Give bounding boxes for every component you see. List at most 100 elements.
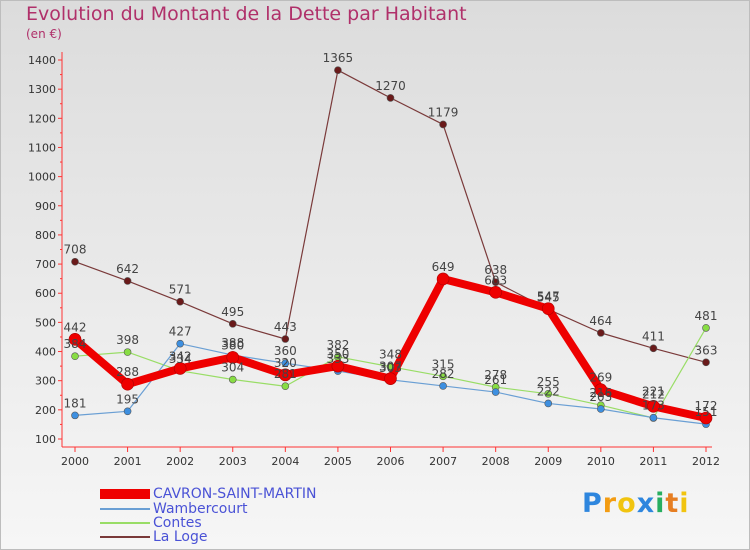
x-tick-label: 2012 bbox=[692, 455, 720, 468]
legend-label-cavron: CAVRON-SAINT-MARTIN bbox=[153, 485, 317, 502]
logo-letter: r bbox=[602, 488, 618, 519]
data-point bbox=[702, 358, 710, 367]
x-tick-label: 2011 bbox=[639, 455, 667, 468]
logo-letter: i bbox=[655, 488, 666, 519]
data-label: 638 bbox=[484, 263, 507, 277]
legend-label-contes: Contes bbox=[153, 514, 202, 531]
legend-swatch-wambercourt bbox=[100, 507, 150, 510]
data-point bbox=[436, 272, 450, 286]
data-point bbox=[439, 382, 447, 390]
data-label: 411 bbox=[642, 329, 665, 343]
data-point bbox=[173, 362, 187, 375]
data-point bbox=[439, 120, 447, 129]
data-label: 427 bbox=[169, 325, 192, 339]
data-label: 172 bbox=[695, 399, 718, 413]
x-tick-label: 2005 bbox=[324, 455, 352, 468]
y-tick-label: 600 bbox=[35, 287, 56, 300]
data-label: 360 bbox=[274, 344, 297, 358]
data-point bbox=[228, 320, 237, 328]
logo-letter: i bbox=[679, 488, 690, 519]
data-label: 281 bbox=[274, 367, 297, 381]
data-point bbox=[649, 344, 658, 353]
legend-item-la-loge: La Loge bbox=[100, 529, 207, 545]
data-label: 151 bbox=[695, 405, 718, 419]
data-point bbox=[541, 302, 555, 315]
y-tick-label: 1100 bbox=[28, 141, 56, 154]
chart-subtitle: (en €) bbox=[26, 27, 62, 41]
legend-item-contes: Contes bbox=[100, 514, 202, 531]
data-point bbox=[68, 332, 82, 346]
logo-letter: t bbox=[665, 488, 680, 519]
legend-swatch-cavron bbox=[100, 488, 150, 499]
x-tick-label: 2008 bbox=[482, 455, 510, 468]
data-label: 571 bbox=[169, 283, 192, 297]
data-label: 269 bbox=[589, 371, 612, 385]
legend-label-wambercourt: Wambercourt bbox=[153, 500, 248, 517]
data-point bbox=[386, 362, 395, 371]
data-label: 348 bbox=[379, 348, 402, 362]
data-point bbox=[491, 388, 500, 396]
data-label: 398 bbox=[116, 333, 139, 347]
data-point bbox=[281, 335, 290, 343]
legend-item-cavron: CAVRON-SAINT-MARTIN bbox=[100, 485, 317, 502]
x-tick-label: 2002 bbox=[166, 455, 194, 468]
data-label: 342 bbox=[169, 349, 192, 363]
data-label: 282 bbox=[432, 367, 455, 381]
y-tick-label: 100 bbox=[35, 433, 56, 446]
logo-letter: P bbox=[582, 488, 603, 519]
data-point bbox=[226, 351, 240, 364]
data-point bbox=[544, 390, 553, 398]
data-label: 642 bbox=[116, 262, 139, 276]
data-label: 350 bbox=[326, 347, 349, 361]
data-point bbox=[594, 383, 608, 397]
data-point bbox=[386, 94, 395, 102]
data-point bbox=[176, 297, 184, 306]
data-label: 221 bbox=[642, 385, 665, 399]
data-label: 1179 bbox=[428, 105, 459, 119]
data-point bbox=[331, 359, 345, 373]
data-point bbox=[176, 339, 184, 348]
data-label: 443 bbox=[274, 320, 297, 334]
data-label: 181 bbox=[64, 396, 87, 410]
data-label: 255 bbox=[537, 375, 560, 389]
data-label: 547 bbox=[537, 290, 560, 304]
data-label: 173 bbox=[642, 399, 665, 413]
data-label: 203 bbox=[589, 390, 612, 404]
data-label: 495 bbox=[221, 305, 244, 319]
logo-letter: x bbox=[636, 488, 656, 519]
x-tick-label: 2000 bbox=[61, 455, 89, 468]
data-label: 315 bbox=[432, 357, 455, 371]
y-tick-label: 300 bbox=[35, 375, 56, 388]
data-point bbox=[71, 257, 79, 266]
data-point bbox=[71, 411, 79, 420]
legend-swatch-la-loge bbox=[100, 535, 150, 538]
data-point bbox=[281, 359, 290, 368]
chart-title: Evolution du Montant de la Dette par Hab… bbox=[26, 3, 467, 25]
data-label: 1270 bbox=[375, 79, 406, 93]
legend-swatch-contes bbox=[100, 521, 150, 524]
data-label: 303 bbox=[379, 361, 402, 375]
x-tick-label: 2001 bbox=[114, 455, 142, 468]
data-label: 304 bbox=[221, 361, 244, 375]
data-point bbox=[439, 372, 447, 381]
data-label: 649 bbox=[432, 260, 455, 274]
data-label: 288 bbox=[116, 365, 139, 379]
x-tick-label: 2006 bbox=[377, 455, 405, 468]
x-tick-label: 2003 bbox=[219, 455, 247, 468]
data-point bbox=[699, 411, 713, 425]
data-point bbox=[281, 382, 290, 391]
data-label: 261 bbox=[484, 373, 507, 387]
data-label: 442 bbox=[64, 320, 87, 334]
data-label: 380 bbox=[221, 338, 244, 352]
data-label: 334 bbox=[169, 352, 192, 366]
data-point bbox=[121, 377, 134, 391]
data-point bbox=[123, 348, 132, 356]
data-point bbox=[279, 368, 292, 382]
x-tick-label: 2007 bbox=[429, 455, 457, 468]
data-label: 603 bbox=[484, 273, 507, 287]
data-point bbox=[228, 375, 237, 384]
data-label: 212 bbox=[642, 387, 665, 401]
data-label: 333 bbox=[326, 352, 349, 366]
